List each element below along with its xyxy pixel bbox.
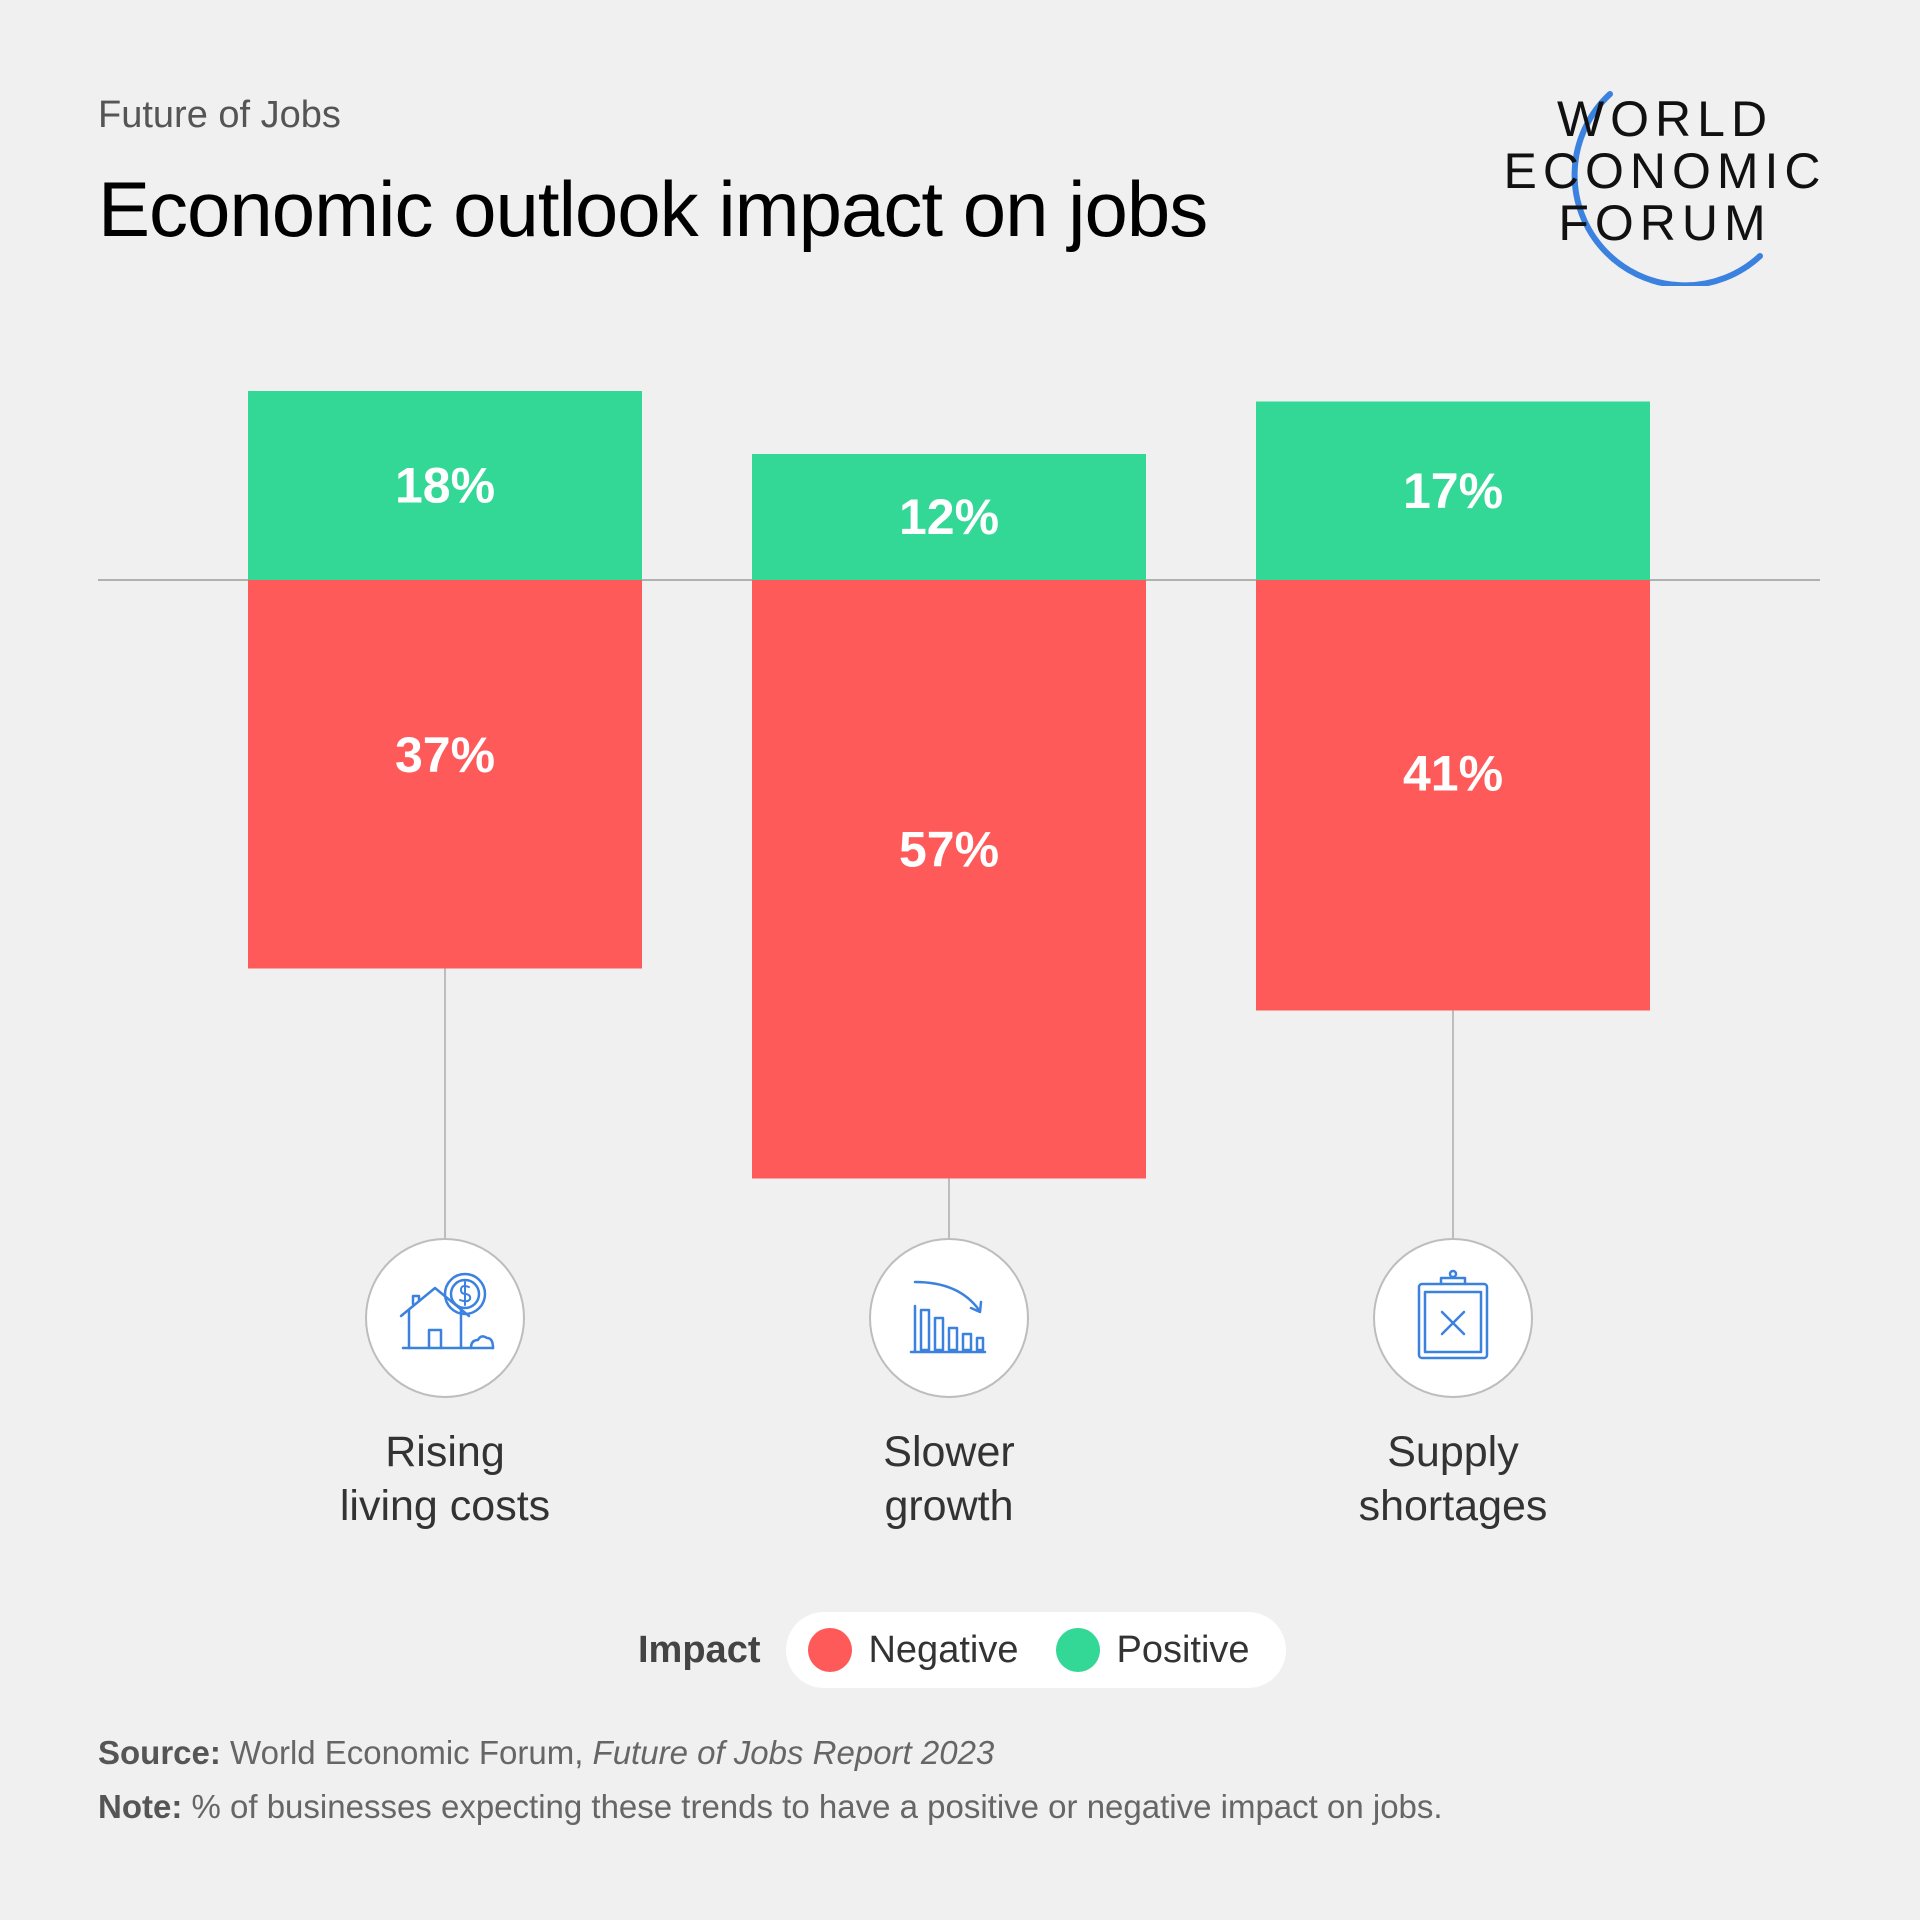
legend-swatch-negative — [808, 1628, 853, 1672]
bar-positive — [248, 391, 642, 580]
category-label: Rising living costs — [340, 1428, 550, 1530]
legend-item-positive: Positive — [1056, 1628, 1250, 1672]
source-text: World Economic Forum, — [230, 1734, 584, 1771]
logo-arc — [1571, 91, 1763, 286]
icon-circle — [1373, 1238, 1533, 1398]
bar-positive — [1256, 401, 1650, 580]
bar-negative — [248, 580, 642, 969]
data-label-positive: 17% — [1403, 463, 1503, 519]
data-label-negative: 41% — [1403, 746, 1503, 802]
legend-title: Impact — [638, 1628, 761, 1671]
logo-line-3: FORUM — [1558, 195, 1772, 251]
note-label: Note: — [98, 1788, 183, 1825]
note-line: Note: % of businesses expecting these tr… — [98, 1788, 1443, 1826]
legend-item-negative: Negative — [808, 1628, 1018, 1672]
category-label: Slower growth — [883, 1428, 1014, 1530]
data-label-negative: 37% — [395, 727, 495, 783]
legend-pill: Negative Positive — [786, 1612, 1286, 1688]
legend-swatch-positive — [1056, 1628, 1101, 1672]
data-label-positive: 18% — [395, 458, 495, 514]
page-title: Economic outlook impact on jobs — [98, 165, 1208, 253]
category-label: Supply shortages — [1359, 1428, 1548, 1530]
source-report: Future of Jobs Report 2023 — [592, 1734, 995, 1771]
icon-circle — [869, 1238, 1029, 1398]
declining-bar-chart-icon — [909, 1280, 987, 1354]
legend: Impact Negative Positive — [638, 1612, 1286, 1688]
bar-negative — [1256, 580, 1650, 1011]
bar-negative — [752, 580, 1146, 1179]
house-cost-icon — [399, 1272, 495, 1350]
legend-label-negative: Negative — [868, 1628, 1019, 1671]
data-label-negative: 57% — [899, 821, 999, 877]
bar-positive — [752, 454, 1146, 580]
note-text: % of businesses expecting these trends t… — [191, 1788, 1443, 1825]
clipboard-x-icon — [1417, 1269, 1489, 1360]
logo-line-2: ECONOMIC — [1503, 143, 1827, 199]
logo-line-1: WORLD — [1556, 91, 1774, 147]
legend-label-positive: Positive — [1116, 1628, 1250, 1671]
icon-circle — [365, 1238, 525, 1398]
source-label: Source: — [98, 1734, 221, 1771]
wef-logo: WORLD ECONOMIC FORUM — [1500, 86, 1840, 286]
data-label-positive: 12% — [899, 489, 999, 545]
kicker: Future of Jobs — [98, 94, 341, 136]
source-line: Source: World Economic Forum, Future of … — [98, 1734, 994, 1772]
